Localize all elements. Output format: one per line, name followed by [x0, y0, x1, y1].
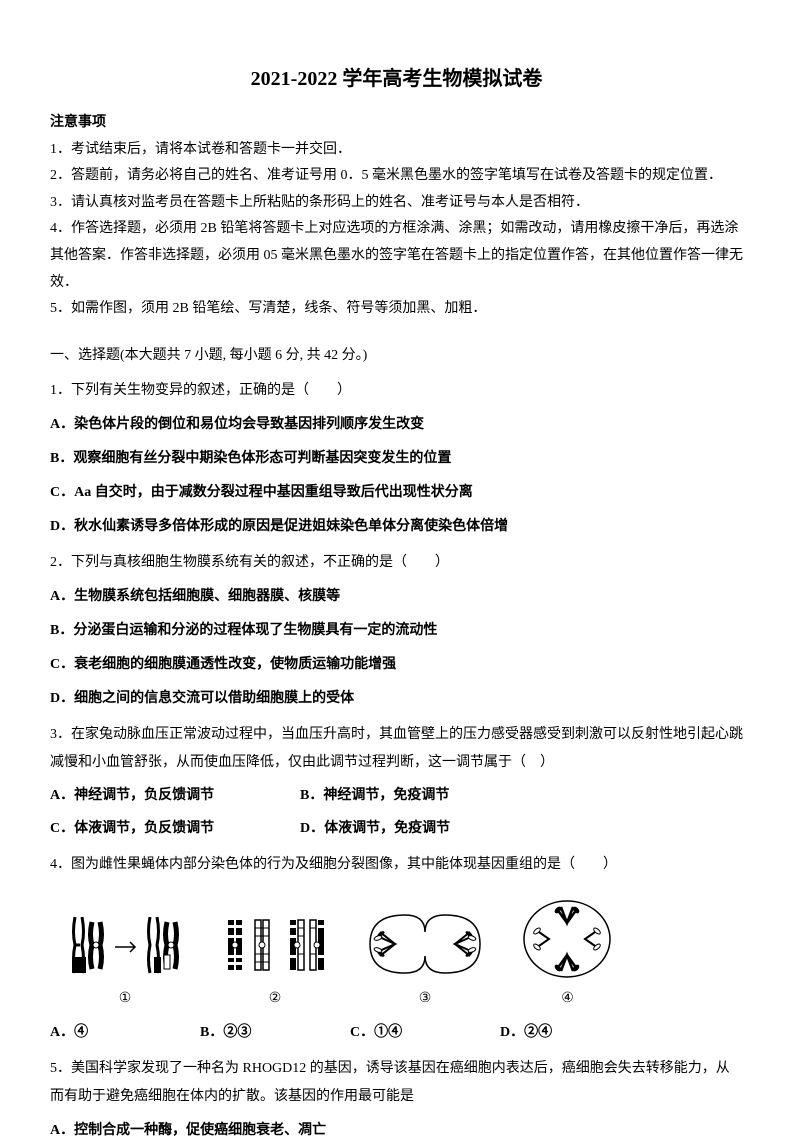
question-4-options: A．④ B．②③ C．①④ D．②④ [50, 1020, 743, 1047]
diagram-2: ② [220, 912, 330, 1013]
question-1-stem: 1．下列有关生物变异的叙述，正确的是（ ） [50, 377, 743, 405]
question-5-option-a: A．控制合成一种酶，促使癌细胞衰老、凋亡 [50, 1117, 743, 1145]
question-1-option-a: A．染色体片段的倒位和易位均会导致基因排列顺序发生改变 [50, 411, 743, 439]
question-4-option-d: D．②④ [500, 1020, 650, 1047]
diagram-1-label: ① [119, 986, 132, 1013]
question-4-diagrams: ① [60, 897, 743, 1013]
notice-item-2: 2．答题前，请务必将自己的姓名、准考证号用 0．5 毫米黑色墨水的签字笔填写在试… [50, 163, 743, 190]
question-3-option-c: C．体液调节，负反馈调节 [50, 816, 300, 843]
diagram-2-label: ② [269, 986, 282, 1013]
question-5-stem: 5．美国科学家发现了一种名为 RHOGD12 的基因，诱导该基因在癌细胞内表达后… [50, 1055, 743, 1111]
notice-section: 注意事项 1．考试结束后，请将本试卷和答题卡一并交回． 2．答题前，请务必将自己… [50, 110, 743, 323]
chromosome-alignment-icon [220, 912, 330, 982]
question-2-option-d: D．细胞之间的信息交流可以借助细胞膜上的受体 [50, 685, 743, 713]
notice-item-4: 4．作答选择题，必须用 2B 铅笔将答题卡上对应选项的方框涂满、涂黑；如需改动，… [50, 216, 743, 296]
question-4-option-c: C．①④ [350, 1020, 500, 1047]
diagram-3: ③ [360, 907, 490, 1013]
question-3-option-b: B．神经调节，免疫调节 [300, 783, 550, 810]
question-3-stem: 3．在家兔动脉血压正常波动过程中，当血压升高时，其血管壁上的压力感受器感受到刺激… [50, 721, 743, 777]
question-2-stem: 2．下列与真核细胞生物膜系统有关的叙述，不正确的是（ ） [50, 549, 743, 577]
question-2-option-b: B．分泌蛋白运输和分泌的过程体现了生物膜具有一定的流动性 [50, 617, 743, 645]
chromosome-crossover-icon [60, 912, 190, 982]
diagram-1: ① [60, 912, 190, 1013]
diagram-4: ④ [520, 897, 615, 1013]
notice-item-5: 5．如需作图，须用 2B 铅笔绘、写清楚，线条、符号等须加黑、加粗． [50, 296, 743, 323]
question-3-option-a: A．神经调节，负反馈调节 [50, 783, 300, 810]
question-3-options-row-1: A．神经调节，负反馈调节 B．神经调节，免疫调节 [50, 783, 743, 810]
cell-division-anaphase-icon [360, 907, 490, 982]
notice-header: 注意事项 [50, 110, 743, 137]
question-4-option-a: A．④ [50, 1020, 200, 1047]
question-4-stem: 4．图为雌性果蝇体内部分染色体的行为及细胞分裂图像，其中能体现基因重组的是（ ） [50, 851, 743, 879]
section-1-header: 一、选择题(本大题共 7 小题, 每小题 6 分, 共 42 分。) [50, 343, 743, 370]
question-1-option-b: B．观察细胞有丝分裂中期染色体形态可判断基因突变发生的位置 [50, 445, 743, 473]
question-1-option-c: C．Aa 自交时，由于减数分裂过程中基因重组导致后代出现性状分离 [50, 479, 743, 507]
question-3-option-d: D．体液调节，免疫调节 [300, 816, 550, 843]
diagram-4-label: ④ [561, 986, 574, 1013]
question-3-options-row-2: C．体液调节，负反馈调节 D．体液调节，免疫调节 [50, 816, 743, 843]
page-title: 2021-2022 学年高考生物模拟试卷 [50, 60, 743, 98]
diagram-3-label: ③ [419, 986, 432, 1013]
cell-metaphase-icon [520, 897, 615, 982]
question-2-option-c: C．衰老细胞的细胞膜通透性改变，使物质运输功能增强 [50, 651, 743, 679]
notice-item-3: 3．请认真核对监考员在答题卡上所粘贴的条形码上的姓名、准考证号与本人是否相符． [50, 190, 743, 217]
question-2-option-a: A．生物膜系统包括细胞膜、细胞器膜、核膜等 [50, 583, 743, 611]
notice-item-1: 1．考试结束后，请将本试卷和答题卡一并交回． [50, 137, 743, 164]
question-1-option-d: D．秋水仙素诱导多倍体形成的原因是促进姐妹染色单体分离使染色体倍增 [50, 513, 743, 541]
question-4-option-b: B．②③ [200, 1020, 350, 1047]
